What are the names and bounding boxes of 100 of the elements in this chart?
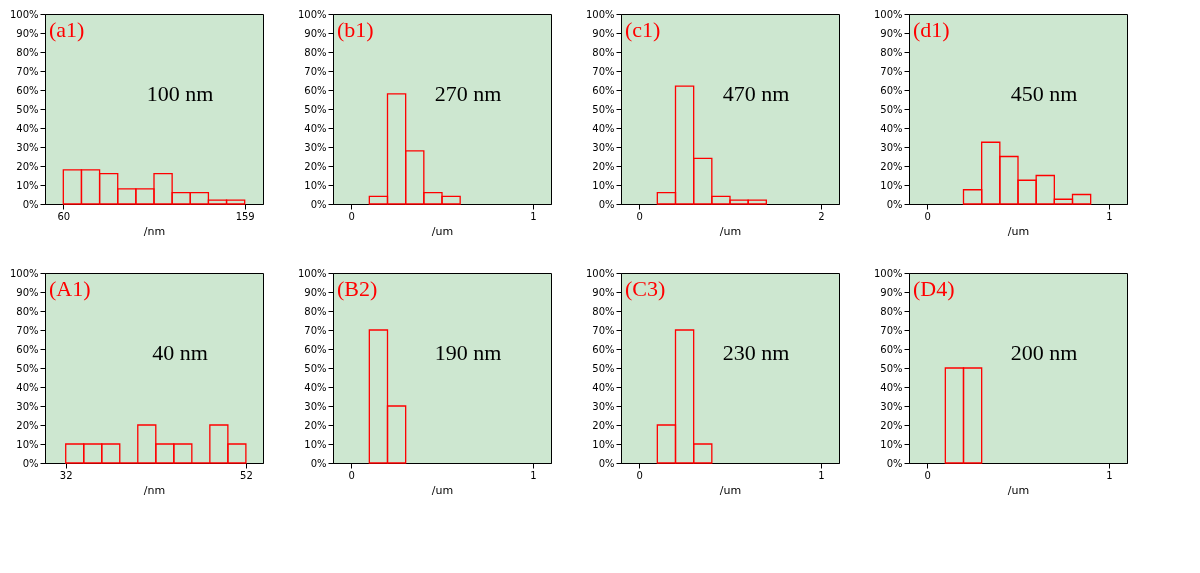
y-tick-label: 30% (16, 141, 39, 153)
y-tick-label: 90% (304, 27, 327, 39)
y-tick-label: 30% (592, 400, 615, 412)
y-tick-label: 0% (598, 457, 615, 469)
y-tick-label: 50% (304, 103, 327, 115)
y-tick-label: 60% (592, 343, 615, 355)
annotation: 100 nm (146, 80, 214, 106)
x-tick-label: 159 (235, 210, 255, 222)
y-tick-label: 10% (16, 438, 39, 450)
y-tick-label: 20% (880, 419, 903, 431)
y-tick-label: 20% (304, 160, 327, 172)
x-tick-label: 1 (530, 210, 537, 222)
annotation: 470 nm (722, 80, 790, 106)
y-tick-label: 40% (592, 381, 615, 393)
y-tick-label: 50% (304, 362, 327, 374)
y-tick-label: 80% (304, 46, 327, 58)
y-tick-label: 20% (16, 419, 39, 431)
y-tick-label: 0% (598, 198, 615, 210)
x-axis-title: /um (1007, 483, 1030, 497)
y-tick-label: 50% (880, 362, 903, 374)
y-tick-label: 60% (16, 84, 39, 96)
y-tick-label: 50% (16, 103, 39, 115)
y-tick-label: 30% (16, 400, 39, 412)
y-tick-label: 80% (304, 305, 327, 317)
x-tick-label: 1 (1106, 210, 1113, 222)
y-tick-label: 100% (297, 8, 327, 20)
x-tick-label: 32 (59, 469, 73, 481)
y-tick-label: 100% (873, 8, 903, 20)
y-tick-label: 20% (592, 160, 615, 172)
y-tick-label: 50% (592, 103, 615, 115)
y-tick-label: 60% (304, 343, 327, 355)
y-tick-label: 100% (297, 267, 327, 279)
y-tick-label: 100% (585, 267, 615, 279)
y-tick-label: 70% (16, 65, 39, 77)
x-axis-title: /nm (143, 483, 166, 497)
y-tick-label: 100% (873, 267, 903, 279)
x-tick-label: 0 (348, 210, 355, 222)
y-tick-label: 40% (16, 122, 39, 134)
x-tick-label: 1 (1106, 469, 1113, 481)
y-tick-label: 10% (304, 179, 327, 191)
x-tick-label: 0 (924, 469, 931, 481)
x-tick-label: 1 (818, 469, 825, 481)
y-tick-label: 0% (886, 198, 903, 210)
x-tick-label: 0 (924, 210, 931, 222)
x-tick-label: 60 (57, 210, 71, 222)
y-tick-label: 40% (16, 381, 39, 393)
y-tick-label: 90% (592, 27, 615, 39)
x-tick-label: 0 (636, 210, 643, 222)
y-tick-label: 10% (880, 179, 903, 191)
y-tick-label: 50% (592, 362, 615, 374)
y-tick-label: 10% (304, 438, 327, 450)
y-tick-label: 90% (592, 286, 615, 298)
y-tick-label: 0% (22, 198, 39, 210)
y-tick-label: 20% (592, 419, 615, 431)
annotation: 270 nm (434, 80, 502, 106)
y-tick-label: 0% (310, 457, 327, 469)
y-tick-label: 10% (592, 179, 615, 191)
x-tick-label: 0 (348, 469, 355, 481)
annotation: 190 nm (434, 339, 502, 365)
annotation: (d1) (913, 17, 950, 42)
y-tick-label: 60% (304, 84, 327, 96)
y-tick-label: 70% (304, 65, 327, 77)
y-tick-label: 10% (880, 438, 903, 450)
annotation: 200 nm (1010, 339, 1078, 365)
y-tick-label: 70% (880, 65, 903, 77)
y-tick-label: 70% (16, 324, 39, 336)
y-tick-label: 40% (304, 381, 327, 393)
y-tick-label: 80% (880, 46, 903, 58)
annotation: (D4) (913, 276, 955, 301)
y-tick-label: 70% (592, 65, 615, 77)
y-tick-label: 0% (310, 198, 327, 210)
y-tick-label: 20% (880, 160, 903, 172)
x-tick-label: 1 (530, 469, 537, 481)
y-tick-label: 70% (304, 324, 327, 336)
y-tick-label: 80% (16, 305, 39, 317)
y-tick-label: 70% (880, 324, 903, 336)
y-tick-label: 80% (880, 305, 903, 317)
y-tick-label: 30% (880, 141, 903, 153)
y-tick-label: 30% (880, 400, 903, 412)
y-tick-label: 10% (592, 438, 615, 450)
y-tick-label: 100% (9, 8, 39, 20)
y-tick-label: 20% (304, 419, 327, 431)
x-axis-title: /um (1007, 224, 1030, 238)
x-axis-title: /um (719, 224, 742, 238)
annotation: (b1) (337, 17, 374, 42)
y-tick-label: 90% (16, 286, 39, 298)
annotation: 230 nm (722, 339, 790, 365)
y-tick-label: 90% (304, 286, 327, 298)
y-tick-label: 90% (880, 286, 903, 298)
y-tick-label: 100% (9, 267, 39, 279)
annotation: (B2) (337, 276, 378, 301)
x-tick-label: 2 (818, 210, 825, 222)
y-tick-label: 0% (22, 457, 39, 469)
y-tick-label: 40% (880, 381, 903, 393)
y-tick-label: 50% (880, 103, 903, 115)
x-axis-title: /nm (143, 224, 166, 238)
y-tick-label: 90% (880, 27, 903, 39)
y-tick-label: 40% (304, 122, 327, 134)
y-tick-label: 10% (16, 179, 39, 191)
x-axis-title: /um (431, 224, 454, 238)
